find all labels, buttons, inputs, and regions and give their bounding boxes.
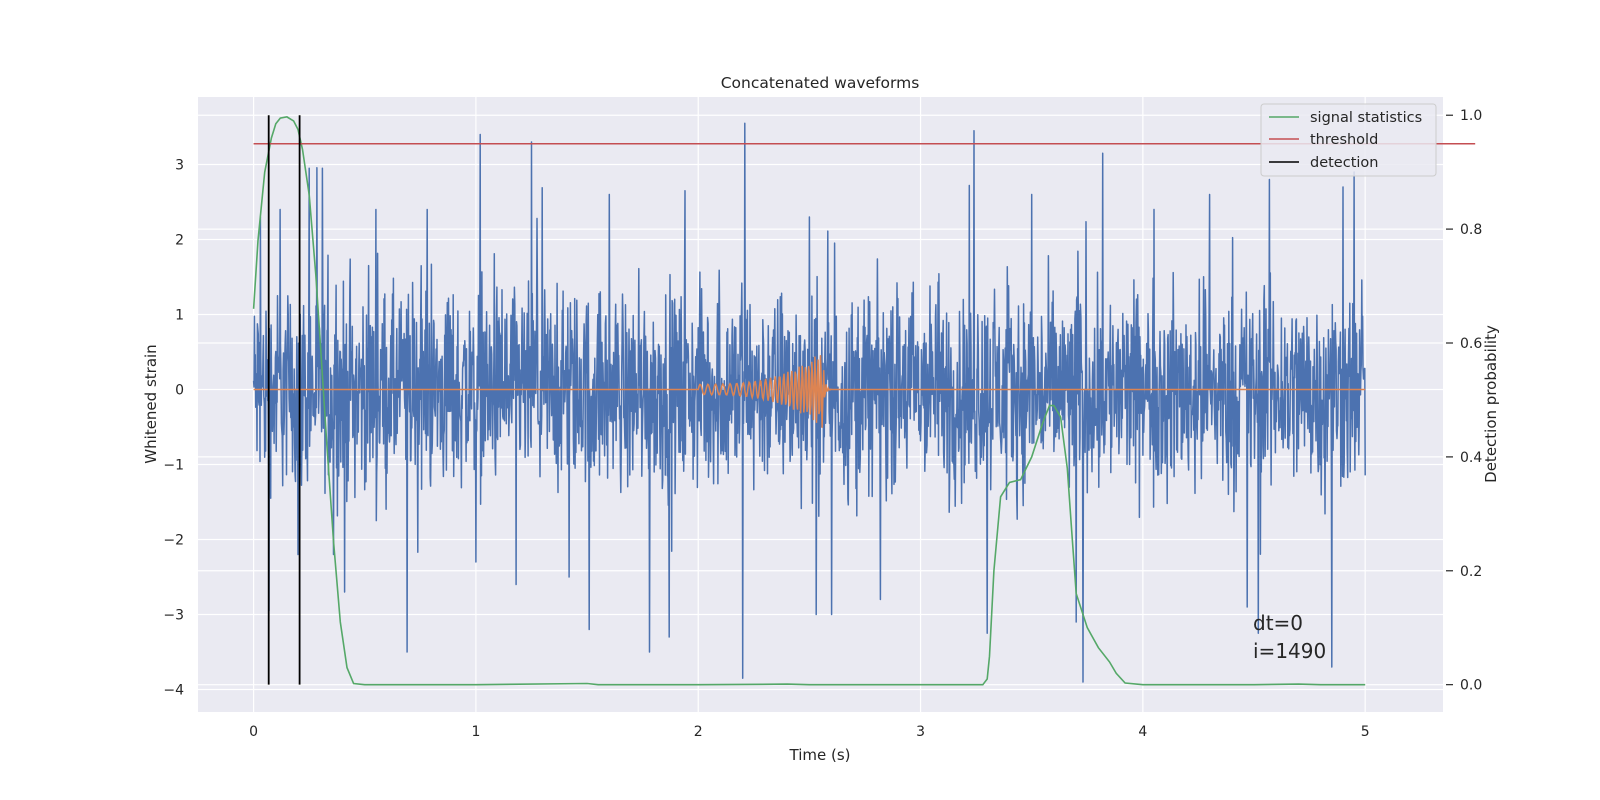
legend-label-detection: detection [1310,155,1378,171]
y-tick-label: 0 [175,383,184,399]
x-tick-label: 0 [249,724,258,740]
y-tick-label: −1 [163,458,184,474]
x-axis: 0 1 2 3 4 5 [249,724,1370,740]
noise-series [252,122,1366,683]
y-tick-label: −2 [163,533,184,549]
x-tick-label: 3 [916,724,925,740]
y2-tick-label: 0.0 [1460,678,1482,694]
chart-title: Concatenated waveforms [721,74,920,92]
y2-tick-label: 1.0 [1460,108,1482,124]
y-tick-label: 1 [175,308,184,324]
y-tick-label: −4 [163,683,184,699]
annotation-i: i=1490 [1253,639,1326,663]
y2-tick-label: 0.6 [1460,336,1482,352]
legend-label-threshold: threshold [1310,132,1378,148]
x-tick-label: 2 [694,724,703,740]
waveform-line [253,355,1366,428]
y-axis-label: Whitened strain [142,344,160,463]
y2-axis-label: Detection probability [1482,325,1500,483]
annotation-dt: dt=0 [1253,611,1303,635]
legend-label-signal-statistics: signal statistics [1310,110,1422,126]
legend-box [1260,103,1437,177]
legend: signal statistics threshold detection [1260,103,1437,177]
y-axis: −4 −3 −2 −1 0 1 2 3 [163,158,184,699]
y2-tick-label: 0.4 [1460,450,1482,466]
whitened-strain-line [252,122,1366,683]
y-tick-label: 3 [175,158,184,174]
x-tick-label: 1 [471,724,480,740]
y2-axis: 0.0 0.2 0.4 0.6 0.8 1.0 [1446,108,1482,694]
x-axis-label: Time (s) [789,746,851,764]
x-tick-label: 4 [1138,724,1147,740]
y-tick-label: 2 [175,233,184,249]
detection-lines [267,115,301,685]
x-tick-label: 5 [1361,724,1370,740]
y2-tick-label: 0.8 [1460,222,1482,238]
y2-tick-label: 0.2 [1460,564,1482,580]
y-tick-label: −3 [163,608,184,624]
